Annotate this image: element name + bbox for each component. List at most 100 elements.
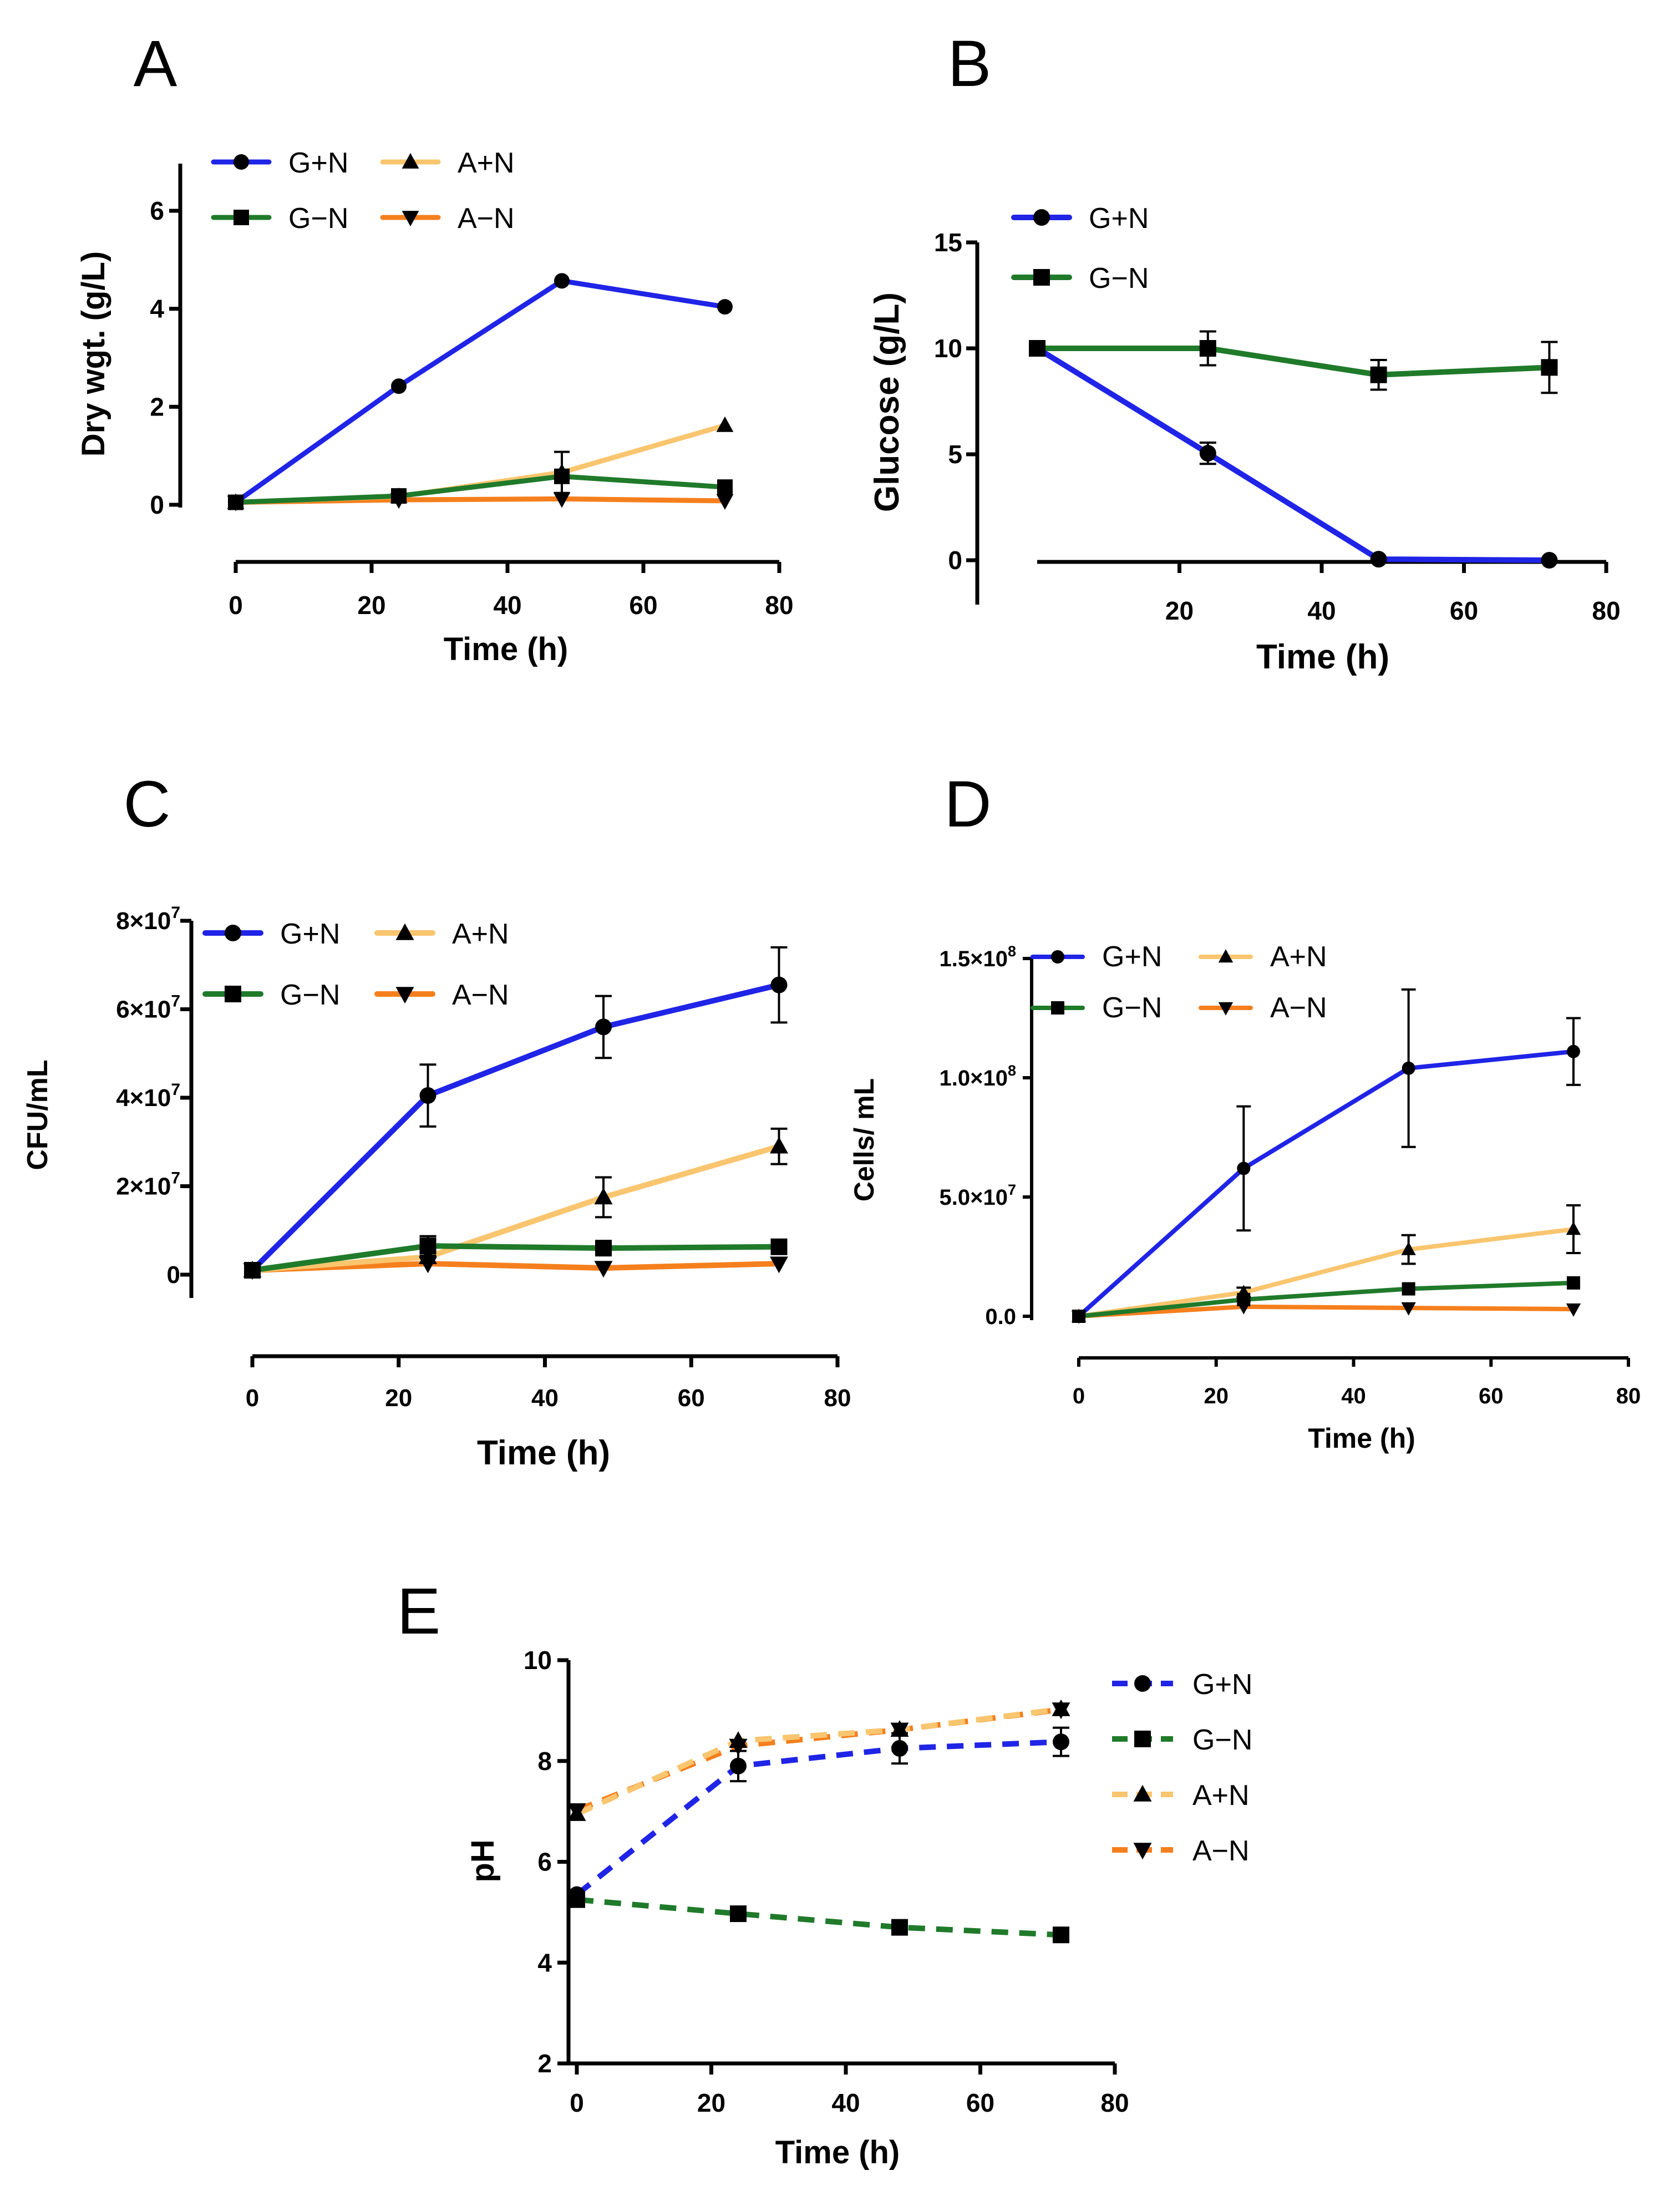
y-tick-mantissa: 1.5×10 xyxy=(940,947,1008,971)
legend-marker-aplus-n xyxy=(395,923,414,940)
y-tick-label: 2 xyxy=(150,392,164,421)
series-line-aplus-n xyxy=(233,423,728,505)
data-point-gplus-n xyxy=(244,1262,261,1279)
series-line-aplus-n xyxy=(575,1706,1062,1817)
x-tick-label: 0 xyxy=(229,591,243,620)
x-tick-label: 0 xyxy=(246,1384,259,1412)
legend-marker-aminus-n xyxy=(395,987,414,1004)
panel-letter: C xyxy=(123,768,170,841)
y-tick-mantissa: 2×10 xyxy=(116,1173,171,1200)
legend-label-gplus-n: G+N xyxy=(288,147,348,179)
data-point-gplus-n xyxy=(1053,1733,1069,1751)
legend-marker-aminus-n xyxy=(1218,1002,1234,1016)
legend-label-gminus-n: G−N xyxy=(1192,1724,1252,1756)
y-axis-label: CFU/mL xyxy=(22,1059,54,1170)
y-tick-label: 15 xyxy=(934,228,962,257)
y-tick-label: 6 xyxy=(150,196,164,225)
data-point-aplus-n xyxy=(770,1137,788,1154)
x-axis-label: Time (h) xyxy=(1256,638,1389,676)
x-tick-label: 40 xyxy=(493,591,521,620)
data-point-gminus-n xyxy=(1053,1926,1069,1944)
data-point-gplus-n xyxy=(1541,552,1558,569)
legend-label-aplus-n: A+N xyxy=(1192,1779,1250,1812)
panel-e: E 0 20 40 60 80 2 4 6 8 10 Time (h) pH G+N G−N A+N A−N xyxy=(397,1575,1253,2170)
legend-marker-gplus-n xyxy=(225,925,241,941)
data-point-gminus-n xyxy=(717,479,733,495)
series-line-gplus-n xyxy=(575,1739,1062,1897)
y-tick-label: 0.0 xyxy=(985,1305,1016,1329)
legend-marker-gminus-n xyxy=(225,986,241,1002)
data-point-gplus-n xyxy=(1237,1162,1251,1175)
y-tick-exponent: 8 xyxy=(1008,943,1016,960)
y-tick-label: 2 xyxy=(537,2049,552,2078)
y-tick-mantissa: 1.0×10 xyxy=(940,1066,1008,1091)
y-tick-label: 10 xyxy=(524,1646,552,1675)
x-axis-label: Time (h) xyxy=(1308,1423,1415,1454)
series-line-gminus-n xyxy=(576,1896,1062,1938)
y-tick-label: 8×107 xyxy=(116,904,180,935)
data-point-aminus-n xyxy=(594,1261,613,1278)
series-line-gminus-n xyxy=(250,1243,782,1274)
y-tick-exponent: 7 xyxy=(1008,1181,1016,1198)
legend-label-aplus-n: A+N xyxy=(458,147,515,179)
data-point-gminus-n xyxy=(1370,366,1387,383)
series-line-gminus-n xyxy=(1077,1280,1576,1318)
legend-marker-aminus-n xyxy=(1133,1843,1152,1860)
data-point-gminus-n xyxy=(1541,359,1558,376)
x-tick-label: 80 xyxy=(1592,596,1620,625)
y-tick-label: 0 xyxy=(150,490,164,519)
x-tick-label: 20 xyxy=(697,2088,725,2117)
y-axis-label: Glucose (g/L) xyxy=(868,292,906,512)
x-axis-label: Time (h) xyxy=(444,631,569,667)
panel-letter: D xyxy=(944,768,991,841)
y-tick-exponent: 7 xyxy=(171,904,180,922)
data-point-aminus-n xyxy=(716,494,734,510)
series-line-gplus-n xyxy=(1077,1049,1576,1318)
legend-label-gminus-n: G−N xyxy=(280,979,340,1011)
legend-label-gplus-n: G+N xyxy=(1192,1668,1252,1701)
y-tick-exponent: 7 xyxy=(171,1081,180,1099)
data-point-aplus-n xyxy=(594,1188,613,1205)
series-line-aminus-n xyxy=(250,1261,782,1274)
x-tick-label: 60 xyxy=(1450,596,1478,625)
legend-marker-gplus-n xyxy=(234,154,249,170)
data-point-gplus-n xyxy=(1402,1061,1415,1075)
x-axis-label: Time (h) xyxy=(775,2134,900,2170)
data-point-gminus-n xyxy=(891,1919,908,1936)
series-line-gminus-n xyxy=(233,474,728,505)
panel-b: B 20 40 60 80 0 5 10 15 Time (h) Glucose (g/L) G+N G… xyxy=(868,27,1621,676)
y-tick-label: 0 xyxy=(167,1261,180,1289)
x-tick-label: 0 xyxy=(570,2088,584,2117)
panel-letter: A xyxy=(134,27,177,100)
x-tick-label: 60 xyxy=(966,2088,994,2117)
x-tick-label: 20 xyxy=(385,1384,412,1412)
x-tick-label: 40 xyxy=(531,1384,559,1412)
data-point-gminus-n xyxy=(595,1240,612,1257)
x-tick-label: 60 xyxy=(1479,1384,1504,1408)
data-point-gplus-n xyxy=(770,976,788,993)
legend-label-aplus-n: A+N xyxy=(1270,941,1327,973)
y-tick-label: 4×107 xyxy=(116,1081,180,1112)
data-point-gplus-n xyxy=(595,1018,612,1036)
data-point-aplus-n xyxy=(729,1731,748,1748)
x-tick-label: 40 xyxy=(831,2088,860,2117)
data-point-gplus-n xyxy=(717,299,733,315)
legend-marker-aminus-n xyxy=(402,211,419,227)
data-point-aminus-n xyxy=(770,1256,788,1274)
panel-letter: E xyxy=(397,1575,441,1648)
legend-marker-aplus-n xyxy=(1133,1784,1152,1802)
y-tick-label: 6 xyxy=(537,1848,552,1877)
data-point-gminus-n xyxy=(1199,340,1216,357)
y-axis-label: Cells/ mL xyxy=(849,1078,880,1201)
data-point-gplus-n xyxy=(419,1087,437,1104)
data-point-aplus-n xyxy=(567,1804,586,1821)
series-line-aplus-n xyxy=(1077,1227,1576,1318)
data-point-gminus-n xyxy=(1402,1282,1415,1296)
y-tick-label: 5 xyxy=(948,440,962,469)
y-tick-label: 0 xyxy=(948,546,962,575)
legend-label-gplus-n: G+N xyxy=(1102,941,1162,973)
series-line-gplus-n xyxy=(233,278,728,505)
x-tick-label: 80 xyxy=(1100,2088,1129,2117)
